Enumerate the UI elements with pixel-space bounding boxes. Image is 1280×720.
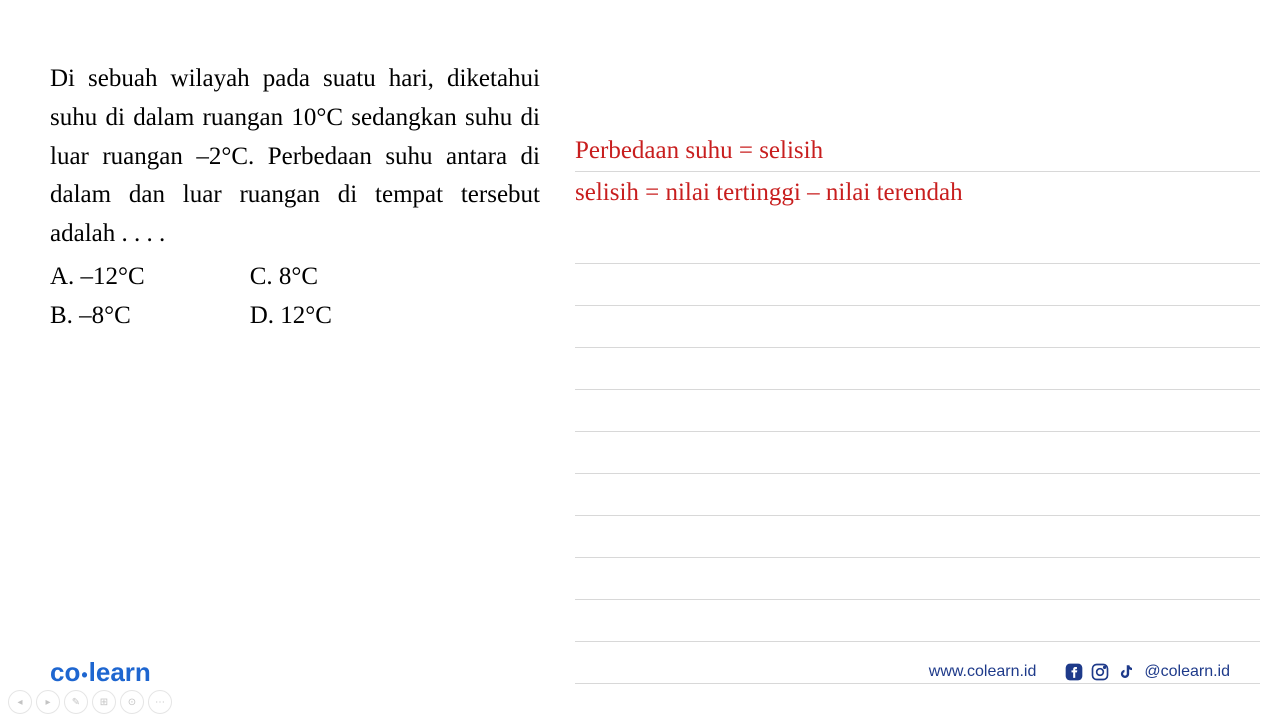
social-links: @colearn.id [1064,662,1230,682]
rule-line [575,558,1260,600]
social-handle: @colearn.id [1144,663,1230,681]
rule-line [575,264,1260,306]
website-link[interactable]: www.colearn.id [929,663,1037,681]
rule-line [575,348,1260,390]
option-c: C. 8°C [250,258,332,297]
instagram-icon[interactable] [1090,662,1110,682]
footer: co•learn www.colearn.id @colearn.id [0,648,1280,696]
rule-line [575,432,1260,474]
handwriting-line-2: selisih = nilai tertinggi – nilai terend… [575,172,1260,213]
option-d: D. 12°C [250,297,332,336]
rule-line [575,306,1260,348]
facebook-icon[interactable] [1064,662,1084,682]
prev-icon[interactable]: ◂ [8,690,32,714]
rule-line [575,516,1260,558]
player-controls: ◂ ▸ ✎ ⊞ ⊙ ⋯ [8,690,172,714]
question-panel: Di sebuah wilayah pada suatu hari, diket… [50,60,560,684]
logo-learn: learn [89,657,151,687]
logo-co: co [50,657,80,687]
brand-logo: co•learn [50,657,151,688]
rule-line [575,222,1260,264]
grid-icon[interactable]: ⊞ [92,690,116,714]
option-a: A. –12°C [50,258,145,297]
rule-line [575,474,1260,516]
options-grid: A. –12°C B. –8°C C. 8°C D. 12°C [50,258,540,336]
rule-line [575,390,1260,432]
tiktok-icon[interactable] [1116,662,1136,682]
more-icon[interactable]: ⋯ [148,690,172,714]
question-text: Di sebuah wilayah pada suatu hari, diket… [50,60,540,254]
play-icon[interactable]: ▸ [36,690,60,714]
edit-icon[interactable]: ✎ [64,690,88,714]
handwriting-line-1: Perbedaan suhu = selisih [575,130,1260,171]
zoom-icon[interactable]: ⊙ [120,690,144,714]
handwriting-panel: Perbedaan suhu = selisih selisih = nilai… [560,60,1260,684]
rule-line [575,600,1260,642]
logo-dot-separator: • [80,665,88,685]
option-b: B. –8°C [50,297,145,336]
